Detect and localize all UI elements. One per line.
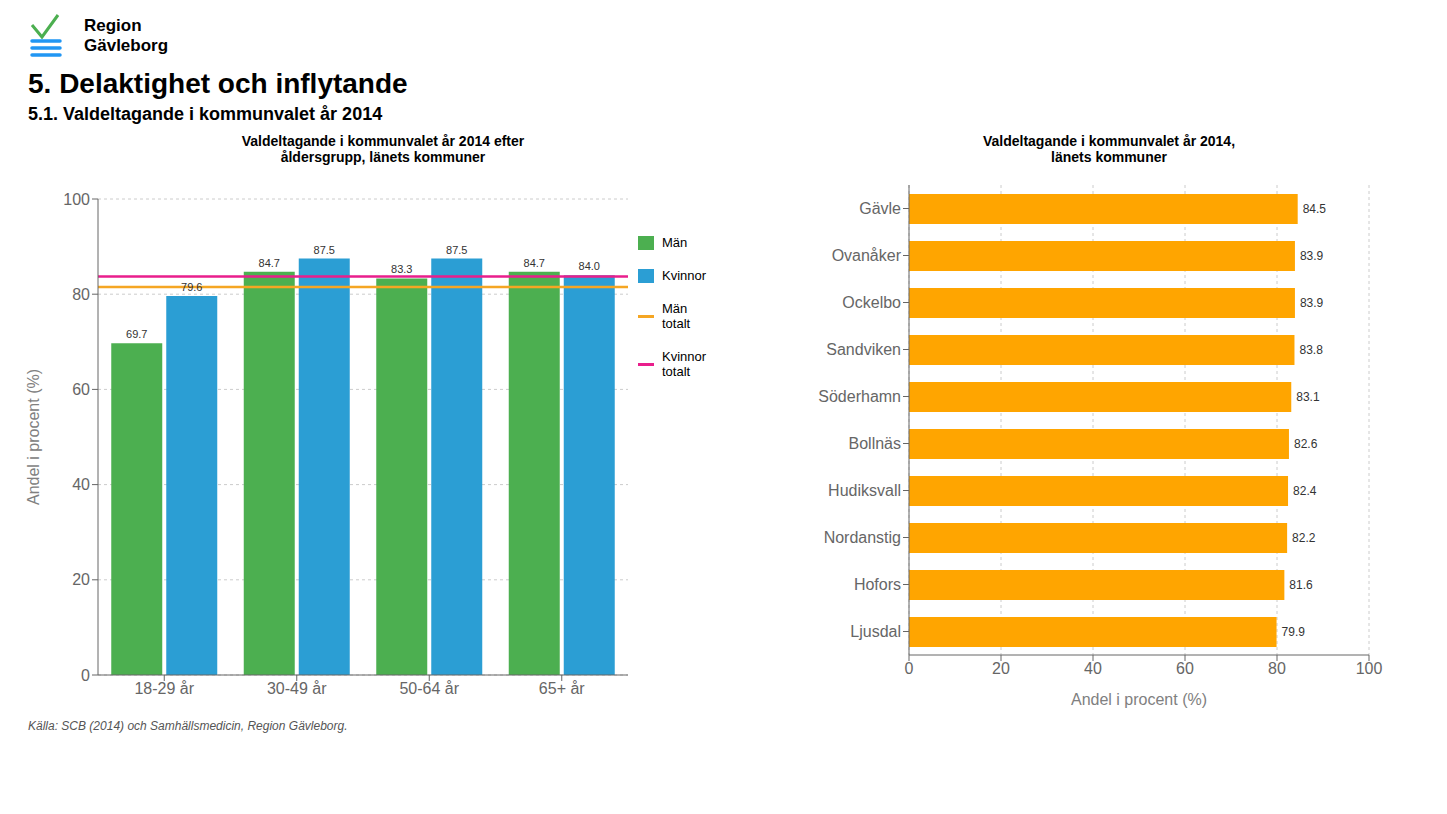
svg-text:Bollnäs: Bollnäs [849, 435, 901, 452]
svg-text:Gävle: Gävle [859, 200, 901, 217]
svg-text:84.7: 84.7 [259, 257, 280, 269]
svg-text:Nordanstig: Nordanstig [824, 529, 901, 546]
svg-text:79.9: 79.9 [1282, 625, 1306, 639]
svg-text:83.8: 83.8 [1299, 343, 1323, 357]
html-text:Källa: SCB (2014) och Samhälls: Källa: SCB (2014) och Samhällsmedicin, R… [28, 719, 348, 733]
svg-text:100: 100 [63, 191, 90, 208]
html-text:Valdeltagande i kommunvalet år: Valdeltagande i kommunvalet år 2014 efte… [241, 133, 525, 165]
svg-text:80: 80 [1268, 660, 1286, 677]
svg-text:82.6: 82.6 [1294, 437, 1318, 451]
svg-text:87.5: 87.5 [446, 244, 467, 256]
svg-text:50-64 år: 50-64 år [399, 680, 459, 697]
html-text:Män totalt: Män totalt [662, 301, 691, 331]
svg-text:Sandviken: Sandviken [826, 341, 901, 358]
html-text:Män: Män [662, 235, 688, 250]
svg-text:80: 80 [72, 286, 90, 303]
svg-text:83.1: 83.1 [1296, 390, 1320, 404]
svg-text:60: 60 [72, 381, 90, 398]
svg-text:83.9: 83.9 [1300, 296, 1324, 310]
svg-text:0: 0 [81, 667, 90, 684]
html-text:5.1. Valdeltagande i kommunval: 5.1. Valdeltagande i kommunvalet år 2014 [28, 104, 383, 124]
svg-text:79.6: 79.6 [181, 281, 202, 293]
html-text:Region Gävleborg: Region Gävleborg [84, 16, 169, 55]
svg-text:60: 60 [1176, 660, 1194, 677]
html-text:5. Delaktighet och inflytande: 5. Delaktighet och inflytande [28, 68, 408, 99]
svg-text:40: 40 [72, 476, 90, 493]
svg-text:82.2: 82.2 [1292, 531, 1316, 545]
svg-text:87.5: 87.5 [314, 244, 335, 256]
svg-text:Hudiksvall: Hudiksvall [828, 482, 901, 499]
html-text:Valdeltagande i kommunvalet år: Valdeltagande i kommunvalet år 2014, län… [982, 133, 1235, 165]
svg-text:20: 20 [72, 571, 90, 588]
svg-text:84.0: 84.0 [579, 260, 600, 272]
svg-text:Andel i procent (%): Andel i procent (%) [1071, 691, 1207, 708]
svg-text:Andel i procent (%): Andel i procent (%) [25, 369, 42, 505]
svg-text:Hofors: Hofors [854, 576, 901, 593]
svg-text:40: 40 [1084, 660, 1102, 677]
svg-text:84.5: 84.5 [1303, 202, 1327, 216]
svg-text:Ovanåker: Ovanåker [832, 247, 902, 264]
svg-text:Söderhamn: Söderhamn [818, 388, 901, 405]
svg-text:20: 20 [992, 660, 1010, 677]
svg-text:82.4: 82.4 [1293, 484, 1317, 498]
svg-text:83.3: 83.3 [391, 263, 412, 275]
html-text:Kvinnor: Kvinnor [662, 268, 707, 283]
svg-text:30-49 år: 30-49 år [267, 680, 327, 697]
svg-text:Ockelbo: Ockelbo [842, 294, 901, 311]
html-text:Kvinnor totalt: Kvinnor totalt [662, 349, 707, 379]
svg-text:65+ år: 65+ år [539, 680, 585, 697]
svg-text:81.6: 81.6 [1289, 578, 1313, 592]
svg-text:100: 100 [1356, 660, 1383, 677]
svg-text:84.7: 84.7 [524, 257, 545, 269]
svg-text:Ljusdal: Ljusdal [850, 623, 901, 640]
svg-text:69.7: 69.7 [126, 328, 147, 340]
svg-text:0: 0 [905, 660, 914, 677]
svg-text:83.9: 83.9 [1300, 249, 1324, 263]
svg-text:18-29 år: 18-29 år [134, 680, 194, 697]
